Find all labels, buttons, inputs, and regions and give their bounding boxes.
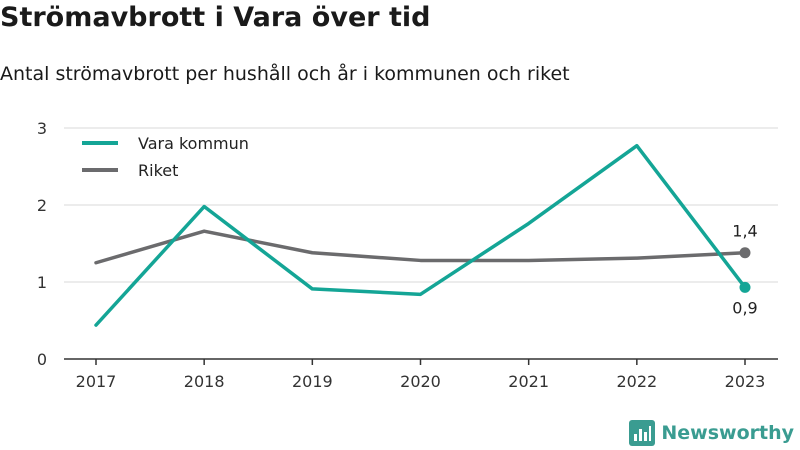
y-tick-label: 0: [37, 350, 47, 369]
x-tick-label: 2020: [400, 372, 441, 391]
y-tick-label: 2: [37, 196, 47, 215]
x-tick-label: 2018: [184, 372, 225, 391]
chart-subtitle: Antal strömavbrott per hushåll och år i …: [0, 63, 570, 85]
chart-title: Strömavbrott i Vara över tid: [0, 2, 431, 33]
x-tick-label: 2022: [616, 372, 657, 391]
data-label: 0,9: [732, 298, 757, 317]
brand-name: Newsworthy: [661, 422, 794, 444]
newsworthy-logo-icon: [629, 420, 656, 446]
series-line-riket: [94, 229, 747, 265]
x-tick-label: 2021: [508, 372, 549, 391]
end-point-vara-kommun: [739, 281, 751, 293]
x-tick-label: 2017: [76, 372, 117, 391]
end-point-riket: [739, 247, 751, 259]
series-line-vara-kommun: [94, 143, 747, 327]
x-tick-label: 2019: [292, 372, 333, 391]
legend-label: Vara kommun: [138, 134, 249, 153]
x-tick-label: 2023: [725, 372, 766, 391]
data-label: 1,4: [732, 222, 757, 241]
y-tick-label: 1: [37, 273, 47, 292]
legend-label: Riket: [138, 161, 178, 180]
brand: Newsworthy: [629, 420, 794, 446]
y-tick-label: 3: [37, 119, 47, 138]
